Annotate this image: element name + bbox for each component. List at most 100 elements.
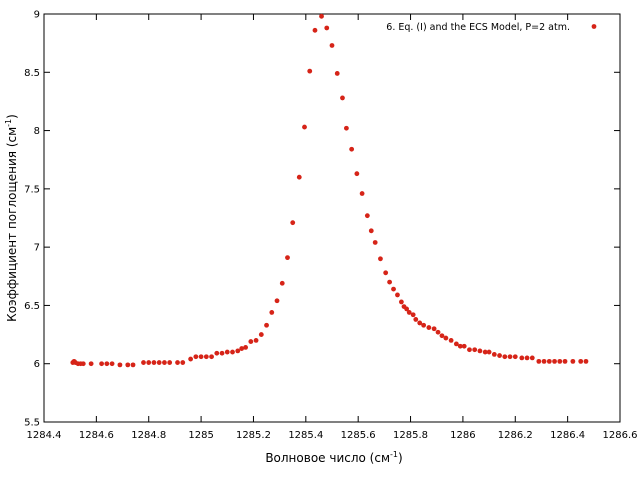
data-point bbox=[368, 228, 374, 234]
data-point bbox=[349, 146, 355, 152]
legend-marker bbox=[591, 24, 597, 29]
data-point bbox=[319, 13, 324, 19]
y-tick-label: 5.5 bbox=[24, 418, 40, 429]
data-point bbox=[285, 255, 290, 261]
data-point bbox=[448, 338, 454, 343]
data-point bbox=[230, 349, 235, 355]
data-point bbox=[354, 171, 360, 177]
data-point bbox=[312, 27, 318, 33]
data-point bbox=[431, 326, 437, 332]
data-point bbox=[546, 358, 552, 364]
x-tick-label: 1284.4 bbox=[27, 430, 62, 441]
data-point bbox=[99, 361, 104, 367]
data-point bbox=[391, 286, 396, 292]
y-tick-label: 8 bbox=[34, 126, 40, 137]
y-tick-label: 8.5 bbox=[24, 68, 40, 79]
data-point bbox=[188, 356, 194, 362]
data-point bbox=[180, 360, 186, 365]
data-point bbox=[302, 124, 307, 130]
data-point bbox=[125, 362, 131, 368]
data-point bbox=[457, 343, 463, 349]
data-point bbox=[491, 351, 497, 357]
data-point bbox=[583, 358, 589, 364]
data-point bbox=[329, 43, 335, 48]
data-point bbox=[507, 354, 513, 360]
data-point bbox=[570, 358, 576, 364]
y-axis-title-superscript: -1 bbox=[4, 119, 13, 127]
data-point bbox=[417, 320, 423, 326]
data-point bbox=[383, 270, 389, 276]
data-point bbox=[141, 360, 146, 365]
data-point bbox=[410, 312, 416, 318]
data-point bbox=[378, 256, 383, 262]
data-point bbox=[467, 347, 472, 353]
data-point bbox=[435, 329, 441, 335]
data-point bbox=[344, 125, 349, 131]
data-point bbox=[307, 68, 313, 74]
data-point bbox=[472, 347, 478, 353]
data-point bbox=[453, 341, 459, 347]
data-point bbox=[130, 362, 136, 368]
data-point bbox=[214, 350, 220, 356]
data-point bbox=[334, 71, 340, 76]
data-point bbox=[279, 280, 285, 286]
data-point bbox=[519, 355, 525, 361]
data-point bbox=[224, 349, 230, 355]
data-point bbox=[80, 361, 86, 367]
y-tick-label: 7.5 bbox=[24, 184, 40, 195]
data-point bbox=[219, 350, 225, 356]
x-tick-label: 1285.4 bbox=[288, 430, 323, 441]
data-point bbox=[426, 325, 432, 330]
y-axis: 5.5 6 6.5 7 7.5 8 8.5 9 bbox=[24, 10, 620, 429]
data-point bbox=[203, 354, 209, 360]
x-tick-label: 1286.6 bbox=[603, 430, 638, 441]
x-tick-label: 1285 bbox=[188, 430, 213, 441]
y-tick-label: 7 bbox=[34, 243, 40, 254]
data-point bbox=[421, 322, 427, 328]
data-point bbox=[151, 360, 157, 365]
y-axis-title: Коэффициент поглощения (см-1) bbox=[4, 114, 19, 322]
data-point bbox=[340, 95, 345, 101]
data-point bbox=[274, 298, 280, 304]
data-point bbox=[193, 354, 199, 360]
data-point bbox=[146, 360, 152, 365]
data-point bbox=[248, 339, 254, 344]
data-series bbox=[70, 13, 589, 368]
data-point bbox=[104, 361, 110, 367]
data-point bbox=[404, 306, 410, 312]
x-tick-label: 1285.6 bbox=[341, 430, 376, 441]
x-tick-label: 1284.6 bbox=[79, 430, 114, 441]
y-tick-label: 6 bbox=[34, 359, 40, 370]
data-point bbox=[364, 213, 370, 219]
data-point bbox=[387, 279, 392, 285]
y-tick-label: 6.5 bbox=[24, 301, 40, 312]
plot-frame bbox=[43, 13, 621, 423]
data-point bbox=[512, 354, 518, 360]
data-point bbox=[243, 344, 249, 350]
data-point bbox=[235, 348, 241, 354]
data-point bbox=[109, 361, 115, 367]
x-tick-label: 1286.4 bbox=[550, 430, 585, 441]
x-tick-label: 1286 bbox=[450, 430, 475, 441]
data-point bbox=[398, 299, 404, 305]
x-axis: 1284.4 1284.6 1284.8 1285 1285.2 1285.4 1285.6… bbox=[27, 14, 638, 441]
data-point bbox=[167, 360, 173, 365]
data-point bbox=[88, 361, 94, 367]
data-point bbox=[162, 360, 167, 365]
data-point bbox=[324, 25, 330, 31]
x-tick-label: 1286.2 bbox=[498, 430, 533, 441]
data-point bbox=[461, 343, 467, 349]
data-point bbox=[443, 335, 449, 341]
data-point bbox=[497, 353, 502, 358]
legend: 6. Eq. (I) and the ECS Model, P=2 atm. bbox=[386, 22, 597, 33]
data-point bbox=[413, 317, 419, 322]
data-point bbox=[359, 191, 365, 196]
data-point bbox=[372, 240, 378, 245]
x-tick-label: 1284.8 bbox=[131, 430, 166, 441]
data-point bbox=[536, 358, 542, 364]
data-point bbox=[198, 354, 204, 360]
data-point bbox=[482, 349, 488, 355]
data-point bbox=[477, 348, 483, 354]
